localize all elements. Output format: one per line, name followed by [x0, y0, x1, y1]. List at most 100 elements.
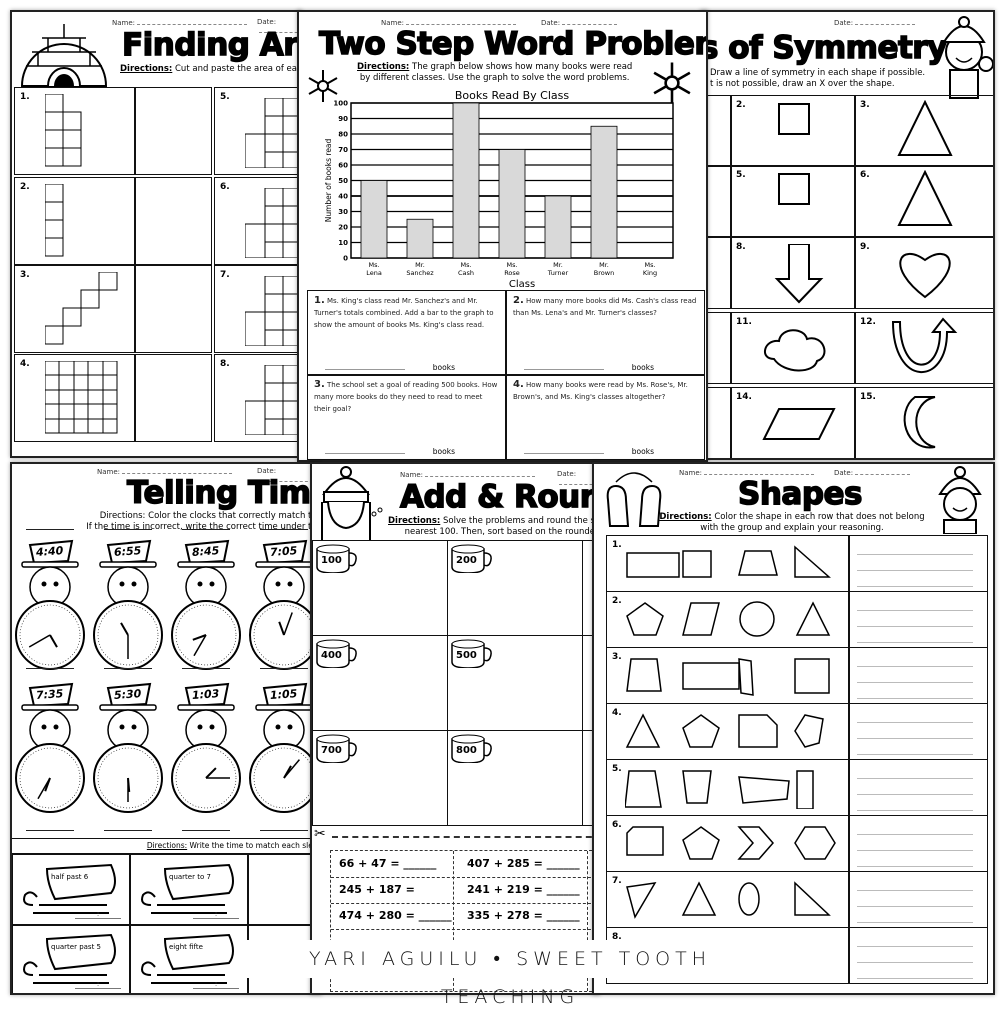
date-field[interactable]	[559, 478, 598, 485]
answer-line[interactable]	[104, 668, 152, 669]
shape-row: 1.	[606, 535, 850, 592]
mug-value: 500	[456, 650, 477, 661]
reasoning-line[interactable]	[857, 666, 973, 667]
reasoning-cell[interactable]	[848, 927, 988, 984]
reasoning-line[interactable]	[857, 962, 973, 963]
answer-line[interactable]	[325, 369, 405, 370]
shape-row: 7.	[606, 871, 850, 928]
answer-line[interactable]	[182, 529, 230, 530]
area-figure	[45, 94, 82, 167]
shape-row: 3.	[606, 647, 850, 704]
reasoning-line[interactable]	[857, 682, 973, 683]
kid-mascot-icon	[942, 16, 993, 99]
name-field[interactable]	[425, 470, 536, 477]
name-field[interactable]	[122, 467, 233, 474]
y-axis-label: Number of books read	[324, 138, 333, 222]
time-answer-field[interactable]: :	[75, 910, 121, 919]
reasoning-line[interactable]	[857, 810, 973, 811]
shape-figure	[794, 714, 824, 748]
directions-text-2: by different classes. Use the graph to s…	[359, 73, 630, 83]
reasoning-cell[interactable]	[848, 647, 988, 704]
answer-line[interactable]	[26, 668, 74, 669]
answer-line[interactable]	[260, 529, 308, 530]
x-tick-label: Lena	[366, 269, 382, 277]
reasoning-line[interactable]	[857, 906, 973, 907]
date-field[interactable]	[259, 475, 320, 482]
addition-problem: 241 + 219 = ______	[467, 883, 580, 896]
reasoning-cell[interactable]	[848, 815, 988, 872]
grid-cell: 8.	[214, 354, 300, 442]
x-tick-label: Turner	[547, 269, 569, 277]
reasoning-line[interactable]	[857, 738, 973, 739]
reasoning-cell[interactable]	[848, 591, 988, 648]
date-field[interactable]	[855, 18, 916, 25]
reasoning-cell[interactable]	[848, 535, 988, 592]
answer-line[interactable]	[325, 453, 405, 454]
answer-line[interactable]	[182, 668, 230, 669]
answer-line[interactable]	[260, 830, 308, 831]
reasoning-line[interactable]	[857, 626, 973, 627]
reasoning-line[interactable]	[857, 722, 973, 723]
clock-time-label: 6:55	[113, 544, 142, 559]
snowman-clock-icon	[171, 682, 241, 813]
clock-time-label: 1:05	[269, 687, 298, 702]
time-answer-field[interactable]: :	[75, 980, 121, 989]
answer-line[interactable]	[26, 830, 74, 831]
name-field[interactable]	[137, 18, 248, 25]
answer-line[interactable]	[104, 830, 152, 831]
answer-line[interactable]	[524, 369, 604, 370]
item-number: 5.	[612, 764, 622, 774]
reasoning-line[interactable]	[857, 922, 973, 923]
reasoning-line[interactable]	[857, 978, 973, 979]
time-answer-field[interactable]: :	[193, 980, 239, 989]
item-number: 6.	[612, 820, 622, 830]
name-label: Name:	[679, 469, 703, 477]
symmetry-shape	[764, 329, 826, 372]
grid-cell	[704, 95, 732, 167]
reasoning-line[interactable]	[857, 610, 973, 611]
reasoning-line[interactable]	[857, 642, 973, 643]
reasoning-cell[interactable]	[848, 871, 988, 928]
name-field[interactable]	[704, 468, 815, 475]
problem-text: Ms. King's class read Mr. Sanchez's and …	[314, 297, 494, 329]
reasoning-line[interactable]	[857, 778, 973, 779]
date-field[interactable]	[259, 26, 300, 33]
date-label: Date:	[257, 467, 277, 475]
answer-line[interactable]	[182, 830, 230, 831]
grid-cell	[704, 237, 732, 309]
telling-time-worksheet: Name: Date: Telling Time Directions: Col…	[10, 462, 322, 995]
reasoning-cell[interactable]	[848, 703, 988, 760]
mittens-icon	[606, 472, 662, 527]
name-field[interactable]	[406, 18, 517, 25]
time-answer-field[interactable]: :	[193, 910, 239, 919]
reasoning-line[interactable]	[857, 754, 973, 755]
sort-cell: 500	[447, 635, 583, 731]
area-figure	[45, 361, 118, 434]
shape-figure	[626, 602, 664, 636]
addition-problem: 407 + 285 = ______	[467, 857, 580, 870]
reasoning-line[interactable]	[857, 570, 973, 571]
shape-figure	[794, 545, 831, 578]
reasoning-line[interactable]	[857, 866, 973, 867]
answer-line[interactable]	[26, 529, 74, 530]
grid-cell: 14.	[730, 387, 856, 458]
answer-line[interactable]	[260, 668, 308, 669]
grid-cell: 6.	[214, 177, 300, 265]
date-field[interactable]	[562, 18, 618, 25]
reasoning-cell[interactable]	[848, 759, 988, 816]
y-tick-label: 70	[338, 146, 348, 154]
reasoning-line[interactable]	[857, 794, 973, 795]
reasoning-line[interactable]	[857, 890, 973, 891]
reasoning-line[interactable]	[857, 586, 973, 587]
date-field[interactable]	[855, 468, 911, 475]
area-figure	[245, 365, 300, 435]
reasoning-line[interactable]	[857, 850, 973, 851]
reasoning-line[interactable]	[857, 554, 973, 555]
reasoning-line[interactable]	[857, 698, 973, 699]
answer-line[interactable]	[524, 453, 604, 454]
symmetry-shape	[897, 100, 953, 156]
addition-problem: 335 + 278 = ______	[467, 909, 580, 922]
answer-line[interactable]	[104, 529, 152, 530]
reasoning-line[interactable]	[857, 834, 973, 835]
reasoning-line[interactable]	[857, 946, 973, 947]
